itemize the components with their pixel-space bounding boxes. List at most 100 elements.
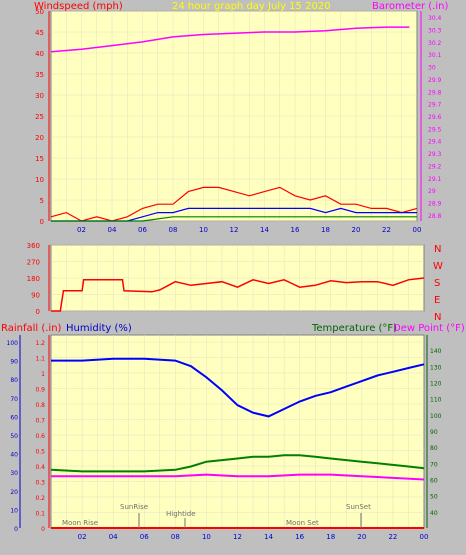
temp-tick-100: 100 bbox=[430, 413, 442, 420]
moonset-label: Moon Set bbox=[286, 519, 319, 527]
rain-tick-1: 1 bbox=[41, 371, 45, 378]
wind-x-tick-12: 12 bbox=[230, 226, 239, 234]
humidity-tick-0: 0 bbox=[14, 526, 18, 533]
temp-x-tick-12: 12 bbox=[233, 533, 242, 541]
temp-tick-60: 60 bbox=[430, 477, 438, 484]
humidity-line bbox=[51, 357, 425, 418]
wind-baro-grid bbox=[51, 10, 417, 222]
temp-tick-120: 120 bbox=[430, 380, 442, 387]
rain-tick-0.4: 0.4 bbox=[35, 464, 45, 471]
wind-direction-series bbox=[51, 277, 425, 312]
rain-tick-0.2: 0.2 bbox=[35, 495, 45, 502]
windspeed-tick-5: 5 bbox=[40, 197, 44, 205]
wind-x-tick-02: 02 bbox=[77, 226, 86, 234]
temp-x-tick-00: 00 bbox=[420, 533, 429, 541]
barometer-tick-30.3: 30.3 bbox=[428, 28, 442, 35]
barometer-tick-29.3: 29.3 bbox=[428, 151, 442, 158]
wind-x-tick-20: 20 bbox=[352, 226, 361, 234]
wind-x-tick-16: 16 bbox=[291, 226, 300, 234]
humidity-tick-60: 60 bbox=[10, 414, 18, 421]
humidity-tick-40: 40 bbox=[10, 452, 18, 459]
dew-point-line bbox=[51, 473, 425, 481]
rainfall-axis-label: Rainfall (.in) bbox=[1, 323, 62, 334]
temp-tick-110: 110 bbox=[430, 397, 442, 404]
windspeed-tick-35: 35 bbox=[35, 71, 44, 79]
temp-humidity-series bbox=[50, 357, 425, 529]
rain-tick-0.8: 0.8 bbox=[35, 402, 45, 409]
rain-tick-0.3: 0.3 bbox=[35, 480, 45, 487]
chart-title: 24 hour graph day July 15 2020 bbox=[172, 1, 331, 12]
direction-tick-360: 360 bbox=[27, 242, 40, 250]
humidity-tick-70: 70 bbox=[10, 396, 18, 403]
temp-x-tick-22: 22 bbox=[388, 533, 397, 541]
windspeed-tick-15: 15 bbox=[35, 155, 44, 163]
wind-x-tick-00: 00 bbox=[413, 226, 422, 234]
barometer-tick-29.1: 29.1 bbox=[428, 176, 442, 183]
rain-tick-0.1: 0.1 bbox=[35, 511, 45, 518]
temperature-line bbox=[50, 454, 425, 473]
hightide-label: Hightide bbox=[166, 510, 196, 518]
temp-tick-130: 130 bbox=[430, 364, 442, 371]
barometer-tick-28.9: 28.9 bbox=[428, 200, 442, 207]
temp-tick-90: 90 bbox=[430, 429, 438, 436]
compass-east: E bbox=[434, 295, 440, 306]
wind-direction-axes: 0 90 180 270 360 bbox=[27, 242, 50, 316]
humidity-tick-10: 10 bbox=[10, 507, 18, 514]
wind-wind-low-line bbox=[51, 216, 417, 222]
barometer-tick-30.4: 30.4 bbox=[428, 15, 442, 22]
barometer-tick-29: 29 bbox=[428, 188, 436, 195]
temp-x-tick-18: 18 bbox=[326, 533, 335, 541]
barometer-tick-28.8: 28.8 bbox=[428, 213, 442, 220]
wind-x-tick-10: 10 bbox=[199, 226, 208, 234]
direction-tick-270: 270 bbox=[27, 259, 40, 267]
temp-x-tick-04: 04 bbox=[109, 533, 118, 541]
windspeed-tick-50: 50 bbox=[35, 8, 44, 16]
rain-tick-0.5: 0.5 bbox=[35, 449, 45, 456]
barometer-tick-30.1: 30.1 bbox=[428, 52, 442, 59]
barometer-tick-30: 30 bbox=[428, 65, 436, 72]
wind-x-tick-04: 04 bbox=[108, 226, 117, 234]
direction-tick-90: 90 bbox=[31, 292, 40, 300]
barometer-tick-29.5: 29.5 bbox=[428, 126, 442, 133]
direction-tick-180: 180 bbox=[27, 275, 40, 283]
wind-baro-series bbox=[50, 26, 418, 222]
temp-x-tick-08: 08 bbox=[171, 533, 180, 541]
windspeed-tick-20: 20 bbox=[35, 134, 44, 142]
temp-tick-40: 40 bbox=[430, 510, 438, 517]
windspeed-tick-30: 30 bbox=[35, 92, 44, 100]
humidity-tick-50: 50 bbox=[10, 433, 18, 440]
wind-x-tick-22: 22 bbox=[382, 226, 391, 234]
sunset-label: SunSet bbox=[346, 503, 371, 511]
humidity-tick-30: 30 bbox=[10, 470, 18, 477]
temp-x-tick-10: 10 bbox=[202, 533, 211, 541]
windspeed-tick-25: 25 bbox=[35, 113, 44, 121]
wind-x-tick-06: 06 bbox=[138, 226, 147, 234]
rain-tick-1.1: 1.1 bbox=[35, 356, 45, 363]
humidity-tick-100: 100 bbox=[7, 340, 19, 347]
temp-humidity-axes: 0 0.1 0.2 0.3 0.4 0.5 0.6 0.7 0.8 0.9 1 1.1 1.2 0 10 20… bbox=[7, 335, 442, 541]
barometer-tick-29.4: 29.4 bbox=[428, 139, 442, 146]
temp-tick-70: 70 bbox=[430, 461, 438, 468]
temperature-axis-label: Temperature (°F) bbox=[311, 323, 397, 334]
wind-x-tick-18: 18 bbox=[321, 226, 330, 234]
temp-x-tick-20: 20 bbox=[357, 533, 366, 541]
humidity-tick-20: 20 bbox=[10, 489, 18, 496]
compass-south: S bbox=[434, 278, 440, 289]
humidity-tick-80: 80 bbox=[10, 377, 18, 384]
compass-north: N bbox=[434, 244, 441, 255]
annotations: Moon Rise SunRise Hightide Moon Set SunS… bbox=[62, 503, 371, 528]
temp-x-tick-02: 02 bbox=[78, 533, 87, 541]
barometer-tick-29.8: 29.8 bbox=[428, 89, 442, 96]
humidity-tick-90: 90 bbox=[10, 359, 18, 366]
windspeed-tick-45: 45 bbox=[35, 29, 44, 37]
barometer-tick-29.7: 29.7 bbox=[428, 102, 442, 109]
temp-x-tick-14: 14 bbox=[264, 533, 273, 541]
windspeed-axis-label: Windspeed (mph) bbox=[34, 1, 123, 12]
barometer-tick-29.9: 29.9 bbox=[428, 77, 442, 84]
rain-tick-0.6: 0.6 bbox=[35, 433, 45, 440]
moonrise-label: Moon Rise bbox=[62, 519, 98, 527]
humidity-axis-label: Humidity (%) bbox=[66, 323, 132, 334]
wind-x-tick-14: 14 bbox=[260, 226, 269, 234]
temp-tick-50: 50 bbox=[430, 494, 438, 501]
